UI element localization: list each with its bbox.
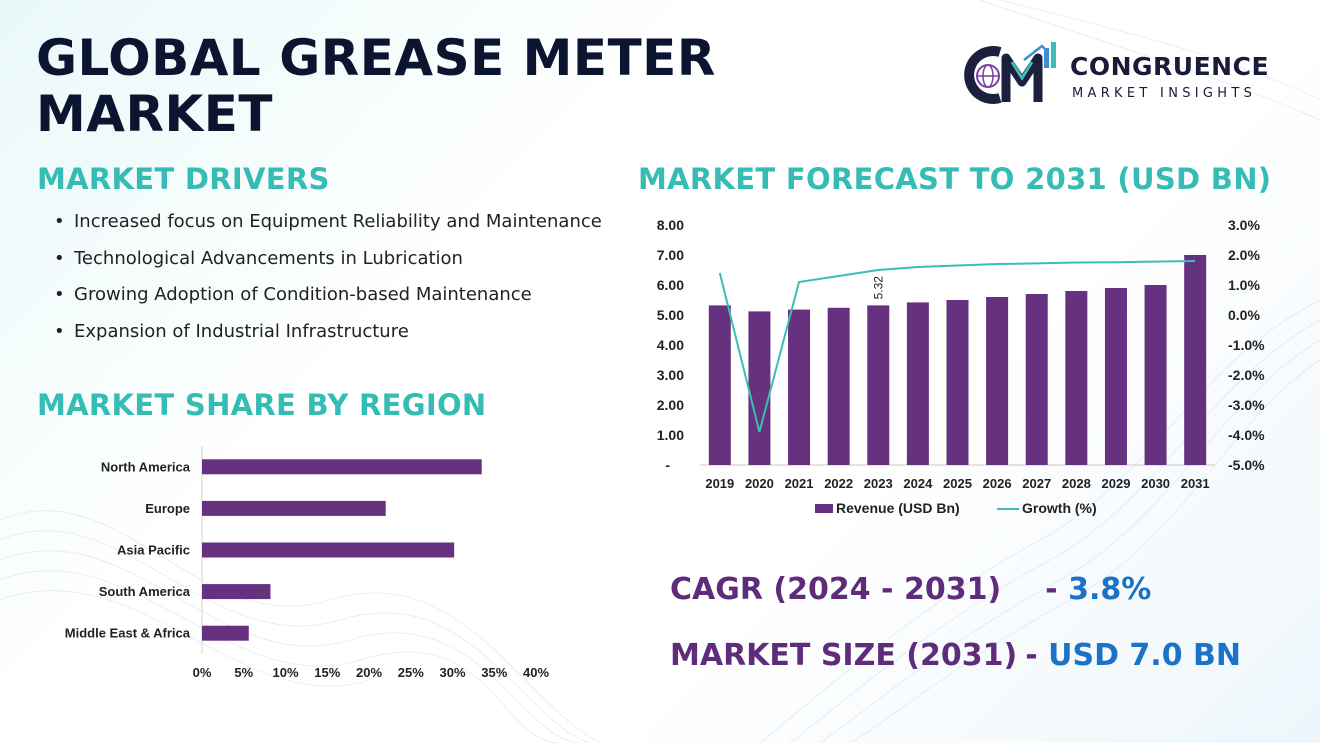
- region-x-tick-label: 15%: [314, 665, 340, 680]
- logo-subtitle: MARKET INSIGHTS: [1072, 86, 1257, 101]
- market-size-stat: MARKET SIZE (2031) - USD 7.0 BN: [670, 638, 1241, 673]
- revenue-bar: [1104, 288, 1127, 465]
- cagr-separator: -: [1045, 572, 1069, 607]
- forecast-x-tick-label: 2023: [864, 476, 893, 491]
- region-x-tick-label: 40%: [523, 665, 549, 680]
- cagr-label: CAGR (2024 - 2031): [670, 572, 1002, 607]
- revenue-bar: [827, 307, 850, 465]
- region-share-chart: North America Europe Asia Pacific South Ame…: [65, 446, 549, 680]
- region-x-tick-label: 10%: [272, 665, 298, 680]
- region-x-tick-label: 0%: [193, 665, 212, 680]
- revenue-bar: [748, 311, 771, 465]
- region-bar: [202, 542, 455, 558]
- revenue-bar: [1025, 294, 1048, 465]
- forecast-heading: MARKET FORECAST TO 2031 (USD BN): [638, 162, 1272, 196]
- forecast-y-left-tick-label: 6.00: [657, 277, 684, 293]
- logo-name: CONGRUENCE: [1070, 52, 1270, 81]
- data-label: 5.32: [871, 276, 885, 300]
- revenue-bar: [788, 309, 811, 465]
- forecast-y-right-tick-label: 1.0%: [1228, 277, 1260, 293]
- growth-line: [718, 260, 1196, 433]
- revenue-bar: [906, 302, 929, 465]
- drivers-list: Increased focus on Equipment Reliability…: [50, 204, 622, 350]
- legend-growth-label: Growth (%): [1022, 500, 1097, 516]
- cagr-value: 3.8%: [1068, 572, 1152, 607]
- region-category-label: Asia Pacific: [117, 543, 190, 558]
- forecast-y-left-tick-label: 8.00: [657, 217, 684, 233]
- page-title: GLOBAL GREASE METER MARKET: [36, 29, 716, 143]
- region-bar: [202, 625, 249, 641]
- forecast-x-tick-label: 2028: [1062, 476, 1091, 491]
- forecast-y-left-tick-label: 4.00: [657, 337, 684, 353]
- revenue-bar: [1065, 291, 1088, 465]
- region-category-label: South America: [99, 584, 191, 599]
- region-category-label: North America: [101, 459, 191, 474]
- forecast-chart: - 1.00 2.00 3.00 4.00 5.00 6.00 7.00 8.00 -5.0% -4…: [657, 217, 1265, 516]
- revenue-bar: [986, 297, 1009, 465]
- legend-revenue-label: Revenue (USD Bn): [836, 500, 960, 516]
- driver-item: Growing Adoption of Condition-based Main…: [50, 277, 622, 314]
- forecast-y-left-tick-label: -: [665, 457, 670, 473]
- market-size-label: MARKET SIZE (2031): [670, 638, 1018, 673]
- driver-item: Technological Advancements in Lubricatio…: [50, 241, 622, 278]
- forecast-x-tick-label: 2021: [785, 476, 814, 491]
- revenue-bar: [708, 305, 731, 465]
- revenue-bar: [946, 300, 969, 465]
- forecast-x-tick-label: 2019: [705, 476, 734, 491]
- revenue-bar: [1144, 285, 1167, 465]
- revenue-bar: [867, 305, 890, 465]
- region-x-tick-label: 25%: [398, 665, 424, 680]
- forecast-y-left-tick-label: 5.00: [657, 307, 684, 323]
- region-x-tick-label: 30%: [439, 665, 465, 680]
- forecast-y-left-tick-label: 3.00: [657, 367, 684, 383]
- driver-item: Increased focus on Equipment Reliability…: [50, 204, 622, 241]
- forecast-x-tick-label: 2025: [943, 476, 972, 491]
- forecast-y-right-tick-label: 0.0%: [1228, 307, 1260, 323]
- region-bar: [202, 459, 482, 475]
- logo-mark-icon: [964, 42, 1056, 104]
- forecast-x-tick-label: 2031: [1181, 476, 1210, 491]
- forecast-x-tick-label: 2027: [1022, 476, 1051, 491]
- forecast-y-right-tick-label: 2.0%: [1228, 247, 1260, 263]
- driver-item: Expansion of Industrial Infrastructure: [50, 314, 622, 351]
- forecast-x-tick-label: 2029: [1102, 476, 1131, 491]
- forecast-y-right-tick-label: -1.0%: [1228, 337, 1265, 353]
- region-bar: [202, 584, 271, 600]
- forecast-y-left-tick-label: 2.00: [657, 397, 684, 413]
- region-heading: MARKET SHARE BY REGION: [37, 388, 487, 422]
- forecast-x-tick-label: 2030: [1141, 476, 1170, 491]
- region-x-tick-label: 20%: [356, 665, 382, 680]
- forecast-y-left-tick-label: 1.00: [657, 427, 684, 443]
- forecast-x-tick-label: 2020: [745, 476, 774, 491]
- region-x-tick-label: 35%: [481, 665, 507, 680]
- forecast-x-tick-label: 2024: [903, 476, 933, 491]
- region-bar: [202, 500, 386, 516]
- forecast-x-tick-label: 2022: [824, 476, 853, 491]
- forecast-y-right-tick-label: 3.0%: [1228, 217, 1260, 233]
- forecast-y-left-tick-label: 7.00: [657, 247, 684, 263]
- region-x-tick-label: 5%: [234, 665, 253, 680]
- market-size-separator: -: [1025, 638, 1049, 673]
- forecast-x-tick-label: 2026: [983, 476, 1012, 491]
- forecast-y-right-tick-label: -3.0%: [1228, 397, 1265, 413]
- drivers-heading: MARKET DRIVERS: [37, 162, 330, 196]
- revenue-bar: [1184, 255, 1207, 465]
- market-size-value: USD 7.0 BN: [1048, 638, 1241, 673]
- region-category-label: Middle East & Africa: [65, 626, 191, 641]
- cagr-stat: CAGR (2024 - 2031) - 3.8%: [670, 572, 1151, 607]
- legend-revenue-swatch: [815, 504, 833, 513]
- region-category-label: Europe: [145, 501, 190, 516]
- forecast-y-right-tick-label: -2.0%: [1228, 367, 1265, 383]
- brand-logo: CONGRUENCE MARKET INSIGHTS: [962, 38, 1292, 108]
- forecast-y-right-tick-label: -5.0%: [1228, 457, 1265, 473]
- forecast-y-right-tick-label: -4.0%: [1228, 427, 1265, 443]
